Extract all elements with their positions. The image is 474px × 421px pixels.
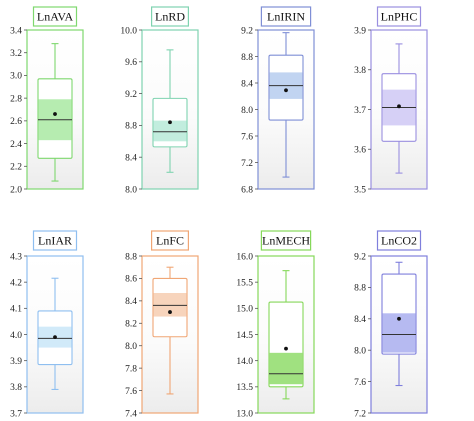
y-tick-label: 3.9 [10, 357, 22, 367]
boxplot-panel: 8.0 8.4 8.8 9.2 9.6 10.0 LnRD [120, 6, 199, 195]
y-tick-label: 13.0 [236, 409, 253, 419]
y-tick-label: 3.5 [354, 185, 366, 195]
y-tick-label: 8.0 [241, 106, 253, 116]
panel-title: LnPHC [381, 10, 418, 24]
panel-title-box [151, 6, 190, 27]
mean-point [397, 316, 401, 321]
panel-title-box [32, 6, 78, 27]
panel-title-box [260, 230, 312, 251]
y-tick-label: 14.0 [236, 357, 253, 367]
y-tick-label: 9.6 [125, 58, 137, 68]
panel-title: LnCO2 [381, 234, 417, 248]
mean-point [53, 335, 57, 340]
y-tick-label: 3.0 [10, 72, 22, 82]
y-tick-label: 7.6 [125, 387, 137, 397]
y-tick-label: 2.6 [10, 117, 22, 127]
panel-title: LnIAR [38, 234, 72, 248]
y-tick-label: 15.0 [236, 305, 253, 315]
y-tick-label: 3.2 [10, 49, 22, 59]
mean-point [53, 112, 57, 116]
y-tick-label: 6.8 [241, 185, 253, 195]
y-tick-label: 4.2 [10, 278, 22, 288]
y-tick-label: 8.0 [354, 347, 366, 357]
y-tick-label: 10.0 [120, 26, 137, 36]
y-tick-label: 2.4 [10, 140, 22, 150]
y-tick-label: 8.8 [241, 53, 253, 63]
y-tick-label: 3.6 [354, 146, 366, 156]
mean-point [168, 310, 172, 314]
y-tick-label: 8.4 [354, 315, 366, 325]
y-tick-label: 7.6 [354, 378, 366, 388]
confidence-band [153, 293, 187, 317]
y-tick-label: 3.9 [354, 26, 366, 36]
y-tick-label: 15.5 [236, 278, 253, 288]
panel-title-box [151, 230, 190, 251]
y-tick-label: 4.0 [10, 331, 22, 341]
y-tick-label: 3.7 [354, 106, 366, 116]
y-tick-label: 8.0 [125, 342, 137, 352]
panel-title-box [376, 230, 422, 251]
boxplot-panel: 7.2 7.6 8.0 8.4 8.8 9.2 LnCO2 [354, 230, 428, 419]
y-tick-label: 8.6 [125, 275, 137, 285]
y-tick-label: 8.2 [125, 320, 137, 330]
y-tick-label: 7.4 [125, 409, 137, 419]
y-tick-label: 3.8 [354, 66, 366, 76]
y-tick-label: 9.2 [241, 26, 253, 36]
mean-point [284, 346, 288, 351]
y-tick-label: 8.4 [125, 297, 137, 307]
mean-point [397, 104, 401, 109]
panel-title-box [32, 230, 78, 251]
y-tick-label: 4.3 [10, 252, 22, 262]
y-tick-label: 9.2 [125, 90, 137, 100]
y-tick-label: 2.0 [10, 185, 22, 195]
panel-title: LnMECH [262, 234, 310, 248]
y-tick-label: 2.2 [10, 163, 22, 173]
y-tick-label: 14.5 [236, 331, 253, 341]
y-tick-label: 8.4 [241, 79, 253, 89]
y-tick-label: 7.2 [241, 159, 253, 169]
y-tick-label: 2.8 [10, 94, 22, 104]
panel-title: LnRD [155, 10, 185, 24]
panel-title: LnAVA [37, 10, 74, 24]
mean-point [284, 88, 288, 93]
y-tick-label: 7.6 [241, 132, 253, 142]
boxplot-panel: 6.8 7.2 7.6 8.0 8.4 8.8 9.2 LnIRIN [241, 6, 315, 195]
panel-title-box [376, 6, 422, 27]
y-tick-label: 4.1 [10, 305, 22, 315]
y-tick-label: 3.7 [10, 409, 22, 419]
confidence-band [153, 120, 187, 142]
y-tick-label: 8.8 [125, 122, 137, 132]
panel-title-box [260, 6, 312, 27]
y-tick-label: 16.0 [236, 252, 253, 262]
y-tick-label: 9.2 [354, 252, 366, 262]
y-tick-label: 7.8 [125, 364, 137, 374]
y-tick-label: 3.8 [10, 383, 22, 393]
y-tick-label: 8.8 [125, 252, 137, 262]
y-tick-label: 8.8 [354, 284, 366, 294]
boxplot-panel: 3.5 3.6 3.7 3.8 3.9 LnPHC [354, 6, 428, 195]
y-tick-label: 7.2 [354, 409, 366, 419]
panel-title: LnIRIN [267, 10, 305, 24]
boxplot-panel: 7.4 7.6 7.8 8.0 8.2 8.4 8.6 8.8 LnFC [125, 230, 199, 419]
y-tick-label: 8.4 [125, 154, 137, 164]
mean-point [168, 120, 172, 125]
y-tick-label: 8.0 [125, 185, 137, 195]
y-tick-label: 3.4 [10, 26, 22, 36]
y-tick-label: 13.5 [236, 383, 253, 393]
boxplot-panel: 2.0 2.2 2.4 2.6 2.8 3.0 3.2 3.4 LnAVA [10, 6, 84, 195]
boxplot-panel: 13.0 13.5 14.0 14.5 15.0 15.5 16.0 LnMECH [236, 230, 315, 419]
panel-title: LnFC [156, 234, 184, 248]
boxplot-panel: 3.7 3.8 3.9 4.0 4.1 4.2 4.3 LnIAR [10, 230, 84, 419]
confidence-band [269, 352, 303, 385]
